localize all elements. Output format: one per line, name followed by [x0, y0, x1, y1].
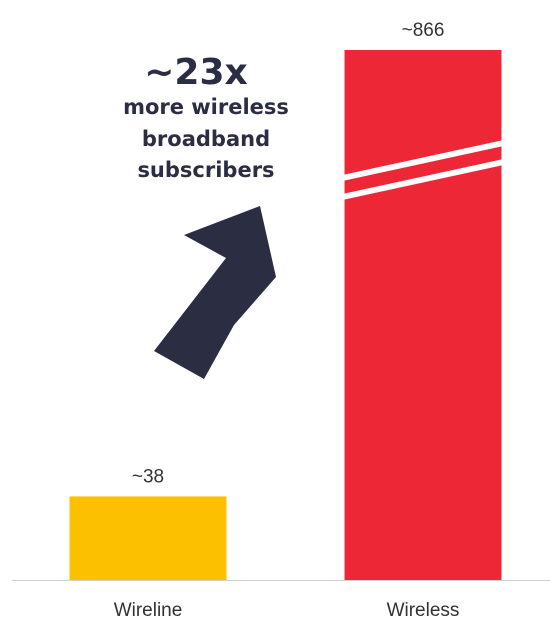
category-label-wireless: Wireless [387, 600, 460, 621]
bar-wireline [69, 496, 227, 580]
annotation-line-2: broadband [142, 127, 270, 151]
up-right-arrow-icon [154, 206, 276, 379]
axis-break-mark [342, 140, 504, 200]
bar-wireless [344, 50, 502, 580]
annotation-multiplier: ~23x [144, 52, 247, 93]
axis-break-stripe [342, 159, 504, 200]
value-label-wireline: ~38 [132, 466, 164, 487]
category-label-wireline: Wireline [114, 600, 183, 621]
value-label-wireless: ~866 [402, 20, 445, 41]
annotation-line-1: more wireless [123, 95, 289, 119]
annotation-line-3: subscribers [137, 158, 274, 182]
axis-break-stripe [342, 140, 504, 181]
